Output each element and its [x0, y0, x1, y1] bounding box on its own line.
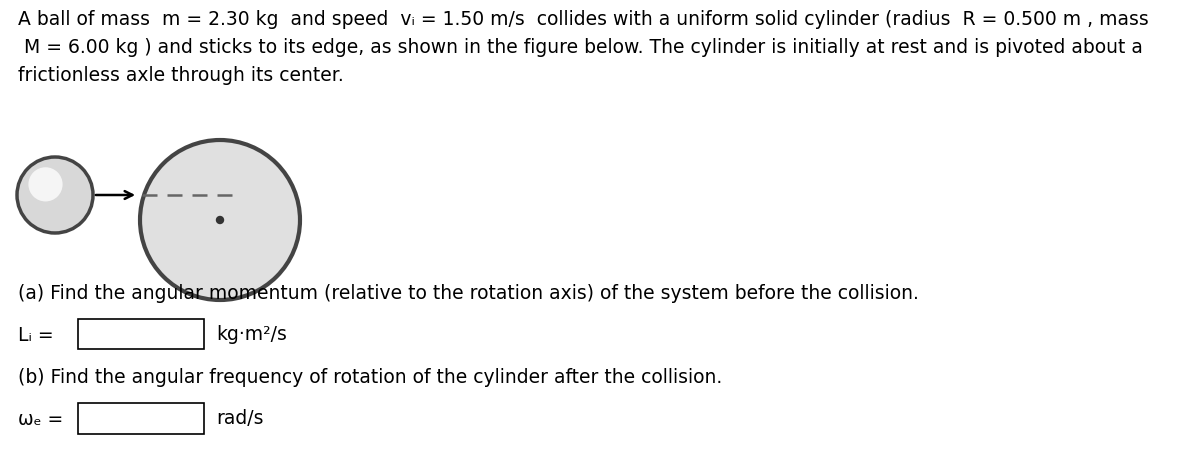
Bar [78, 319, 204, 349]
Circle shape [29, 167, 62, 202]
Circle shape [140, 140, 300, 300]
Circle shape [17, 157, 94, 233]
Text: ωₑ =: ωₑ = [18, 410, 64, 429]
Text: A ball of mass  m = 2.30 kg  and speed  vᵢ = 1.50 m/s  collides with a uniform s: A ball of mass m = 2.30 kg and speed vᵢ … [18, 10, 1148, 29]
Text: frictionless axle through its center.: frictionless axle through its center. [18, 66, 343, 85]
Text: Lᵢ =: Lᵢ = [18, 326, 54, 345]
Text: (a) Find the angular momentum (relative to the rotation axis) of the system befo: (a) Find the angular momentum (relative … [18, 283, 919, 303]
Circle shape [216, 217, 223, 224]
Text: kg·m²/s: kg·m²/s [216, 325, 287, 344]
Bar [78, 403, 204, 434]
Text: (b) Find the angular frequency of rotation of the cylinder after the collision.: (b) Find the angular frequency of rotati… [18, 368, 722, 387]
Text: rad/s: rad/s [216, 409, 264, 428]
Text: M = 6.00 kg ) and sticks to its edge, as shown in the figure below. The cylinder: M = 6.00 kg ) and sticks to its edge, as… [18, 38, 1142, 57]
